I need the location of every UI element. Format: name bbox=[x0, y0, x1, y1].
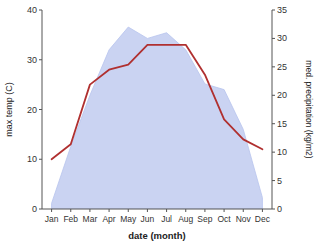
y-tick-label: 0 bbox=[32, 204, 37, 214]
x-tick-label: Jul bbox=[161, 214, 172, 224]
page: {"chart_data": {"type": "line", "categor… bbox=[0, 0, 318, 247]
y2-axis-label: med. precipitation (kg/m2) bbox=[304, 60, 314, 158]
x-axis-label: date (month) bbox=[128, 230, 186, 241]
x-tick bbox=[185, 209, 186, 212]
y2-tick-label: 35 bbox=[277, 5, 287, 15]
y-tick-label: 30 bbox=[27, 55, 37, 65]
y-tick-label: 20 bbox=[27, 105, 37, 115]
y-tick-label: 40 bbox=[27, 5, 37, 15]
x-tick-label: Jan bbox=[45, 214, 59, 224]
chart-container: Jan Feb Mar Apr May Jun Jul Aug Sep Oct NovDec 0 10 2… bbox=[0, 0, 318, 247]
x-tick bbox=[243, 209, 244, 212]
y-tick bbox=[39, 159, 42, 160]
y2-tick bbox=[272, 95, 275, 96]
y2-tick bbox=[272, 152, 275, 153]
x-tick bbox=[262, 209, 263, 212]
x-tick bbox=[51, 209, 52, 212]
y2-tick bbox=[272, 180, 275, 181]
x-tick-label: Mar bbox=[83, 214, 98, 224]
x-tick bbox=[128, 209, 129, 212]
y-tick bbox=[39, 10, 42, 11]
y2-axis-line bbox=[272, 10, 273, 209]
temperature-line bbox=[52, 45, 263, 159]
y2-tick-label: 10 bbox=[277, 147, 287, 157]
chart: Jan Feb Mar Apr May Jun Jul Aug Sep Oct NovDec 0 10 2… bbox=[0, 0, 318, 247]
y2-tick bbox=[272, 38, 275, 39]
x-tick-label: Oct bbox=[217, 214, 231, 224]
y2-tick bbox=[272, 209, 275, 210]
y2-tick bbox=[272, 66, 275, 67]
y2-tick-label: 0 bbox=[277, 204, 282, 214]
plot-area bbox=[52, 27, 263, 209]
x-tick-label: Sep bbox=[197, 214, 212, 224]
y2-tick-label: 25 bbox=[277, 62, 287, 72]
axes: Jan Feb Mar Apr May Jun Jul Aug Sep Oct NovDec 0 10 2… bbox=[27, 5, 287, 224]
x-tick-label: Aug bbox=[178, 214, 193, 224]
x-tick-label: Nov bbox=[236, 214, 252, 224]
x-tick bbox=[147, 209, 148, 212]
y2-tick bbox=[272, 10, 275, 11]
y-tick bbox=[39, 59, 42, 60]
x-tick bbox=[70, 209, 71, 212]
y2-tick bbox=[272, 123, 275, 124]
x-tick-label: Dec bbox=[255, 214, 271, 224]
x-tick bbox=[89, 209, 90, 212]
x-tick bbox=[109, 209, 110, 212]
y-tick-label: 10 bbox=[27, 154, 37, 164]
y2-tick-label: 30 bbox=[277, 33, 287, 43]
x-tick bbox=[224, 209, 225, 212]
x-tick bbox=[166, 209, 167, 212]
y2-tick-label: 15 bbox=[277, 119, 287, 129]
y-tick bbox=[39, 109, 42, 110]
y2-tick-label: 20 bbox=[277, 90, 287, 100]
precipitation-area bbox=[52, 27, 263, 209]
x-tick-label: Apr bbox=[102, 214, 115, 224]
x-tick-label: May bbox=[120, 214, 137, 224]
x-axis-line bbox=[42, 209, 272, 210]
y-tick bbox=[39, 209, 42, 210]
x-tick bbox=[204, 209, 205, 212]
y-axis-label: max temp (C) bbox=[4, 82, 14, 137]
x-tick-label: Jun bbox=[141, 214, 155, 224]
x-tick-label: Feb bbox=[63, 214, 78, 224]
y2-tick-label: 5 bbox=[277, 176, 282, 186]
